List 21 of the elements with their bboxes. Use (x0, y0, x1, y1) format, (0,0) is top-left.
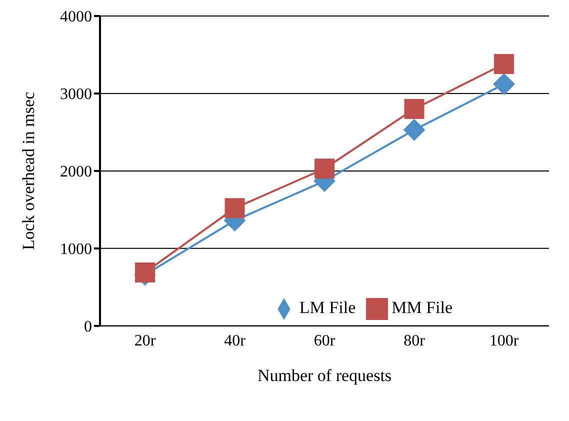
legend-label: MM File (392, 298, 453, 317)
point (224, 198, 245, 218)
x-tick-label: 60r (314, 332, 336, 350)
point (404, 98, 424, 119)
point (403, 118, 426, 141)
point (493, 73, 515, 96)
x-tick-label: 20r (134, 332, 156, 350)
x-tick-label: 40r (224, 332, 246, 350)
y-axis-title: Lock overhead in msec (19, 91, 38, 250)
x-tick-label: 100r (489, 332, 520, 350)
point (314, 158, 334, 179)
x-tick-label: 80r (404, 332, 426, 350)
point (135, 262, 155, 282)
point (494, 54, 514, 74)
x-axis-title: Number of requests (257, 366, 392, 385)
y-tick-label: 3000 (60, 86, 92, 104)
y-tick-label: 4000 (60, 8, 92, 26)
y-tick-label: 0 (84, 318, 92, 336)
legend-label: LM File (299, 298, 356, 317)
y-tick-label: 2000 (60, 164, 92, 181)
y-tick-label: 1000 (60, 241, 92, 258)
